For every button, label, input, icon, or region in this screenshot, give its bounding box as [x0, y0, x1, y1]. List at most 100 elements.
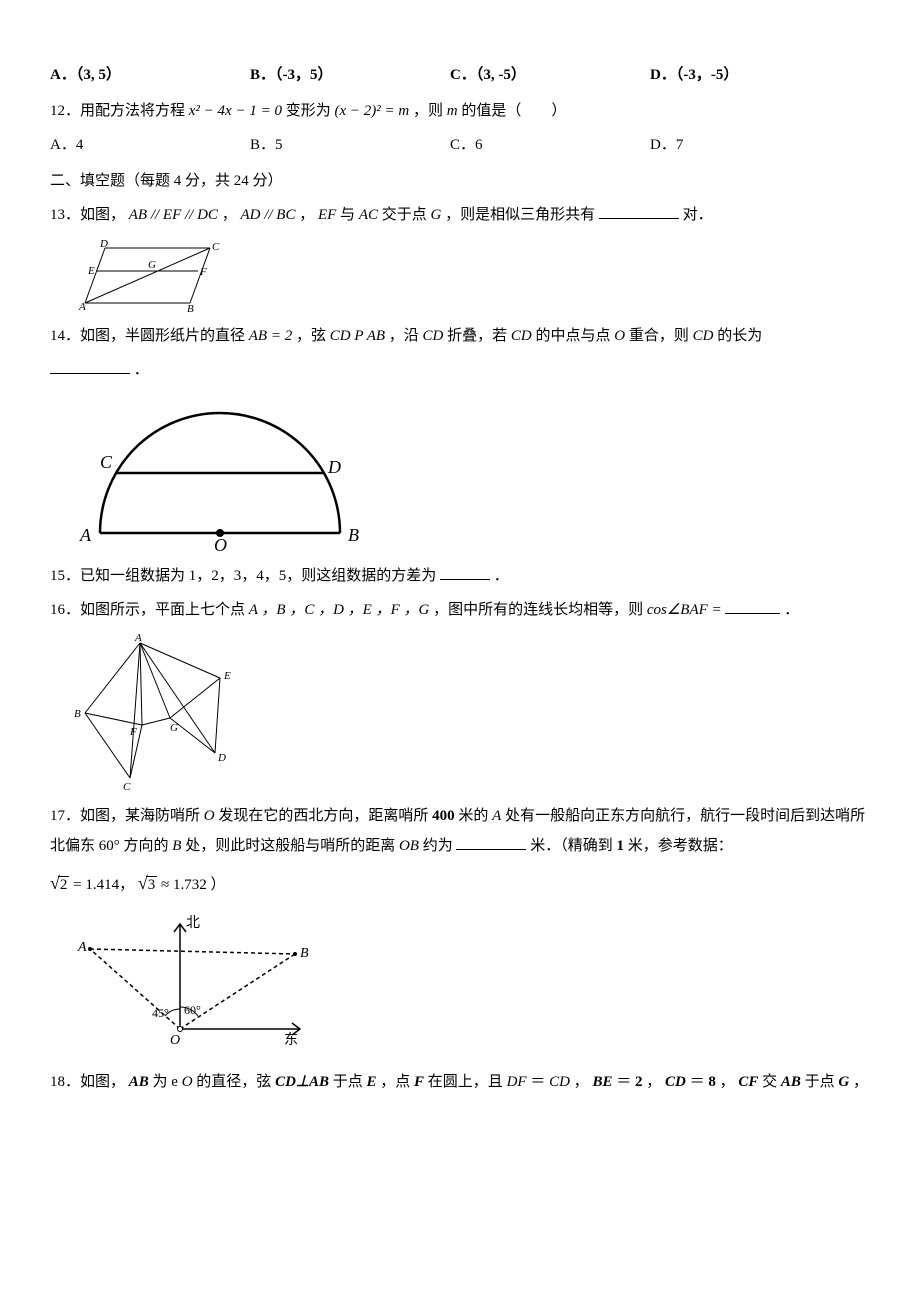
svg-text:A: A — [77, 940, 87, 955]
svg-text:B: B — [74, 708, 81, 720]
svg-text:东: 东 — [284, 1032, 298, 1048]
q16-punct: ． — [784, 602, 799, 618]
q12-opt-d-label: D．7 — [650, 137, 683, 153]
q17-sq2r: = 1.414， — [73, 877, 134, 893]
q15-text: 15．已知一组数据为 1，2，3，4，5，则这组数据的方差为 ． — [50, 561, 870, 591]
q13-mid: 与 — [340, 207, 359, 223]
q13-pre: 13．如图， — [50, 207, 125, 223]
q17-a: A — [492, 808, 501, 824]
svg-text:G: G — [148, 259, 156, 271]
svg-text:A: A — [78, 301, 86, 313]
q17-m2: 米的 — [458, 808, 492, 824]
q17-b: B — [172, 838, 181, 854]
q16-blank — [725, 597, 780, 615]
q13-seg4: AC — [359, 207, 378, 223]
svg-text:C: C — [212, 241, 220, 253]
q14-cd3: CD — [693, 328, 714, 344]
q13-figure: A B C D E F G — [70, 238, 870, 313]
q18-eq: ＝ — [530, 1074, 549, 1090]
q14-m5: 重合，则 — [629, 328, 693, 344]
q18-arcD: CD — [549, 1074, 570, 1090]
q18-e: E — [367, 1074, 377, 1090]
svg-text:B: B — [300, 946, 309, 961]
q18-cf: CF — [738, 1074, 758, 1090]
q14-text: 14．如图，半圆形纸片的直径 AB = 2 ，弦 CD P AB ，沿 CD 折… — [50, 321, 870, 351]
semicircle-icon: A B C D O — [70, 393, 370, 553]
parallelogram-icon: A B C D E F G — [70, 238, 220, 313]
q16-figure: A B C D E F G — [70, 633, 870, 793]
q17-o: O — [204, 808, 215, 824]
compass-icon: A B O 北 东 45° 60° — [70, 909, 330, 1059]
q12-eqn1: x² − 4x − 1 = 0 — [189, 103, 286, 119]
q12-opt-a-label: A．4 — [50, 137, 83, 153]
q18-v8: 8 — [708, 1074, 716, 1090]
q18-m1: 为 e — [153, 1074, 182, 1090]
q17-pre: 17．如图，某海防哨所 — [50, 808, 204, 824]
svg-text:F: F — [199, 266, 207, 278]
svg-text:D: D — [99, 238, 108, 250]
q13-c2: ， — [299, 207, 314, 223]
svg-text:O: O — [170, 1033, 180, 1048]
q18-text: 18．如图， AB 为 e O 的直径，弦 CD⊥AB 于点 E ，点 F 在圆… — [50, 1067, 870, 1097]
q14-ab2: AB — [367, 328, 385, 344]
q12-var: m — [447, 103, 458, 119]
q17-figure: A B O 北 东 45° 60° — [70, 909, 870, 1059]
q18-m6: ， — [574, 1074, 589, 1090]
q12-textb: ，则 — [413, 103, 443, 119]
seven-point-icon: A B C D E F G — [70, 633, 260, 793]
q18-ab2: AB — [781, 1074, 801, 1090]
q12-opt-b: B．5 — [250, 130, 450, 160]
q13-unit: 对． — [683, 207, 713, 223]
q14-par: P — [354, 328, 366, 344]
q17-dist: 400 — [432, 808, 455, 824]
svg-text:D: D — [327, 457, 341, 477]
q18-m2: 的直径，弦 — [196, 1074, 275, 1090]
q18-eq3: ＝ — [690, 1074, 705, 1090]
q13-seg1: AB // EF // DC — [129, 207, 218, 223]
q15-punct: ． — [494, 568, 509, 584]
q16-cos: cos∠BAF = — [647, 602, 726, 618]
q18-m8: 于点 — [805, 1074, 839, 1090]
sqrt2-icon: √2 — [50, 865, 69, 901]
q18-m7: 交 — [762, 1074, 781, 1090]
section2-label: 二、填空题（每题 4 分，共 24 分） — [50, 173, 283, 189]
svg-text:A: A — [134, 633, 142, 644]
q18-cd2: CD — [665, 1074, 686, 1090]
q18-tail: ， — [853, 1074, 868, 1090]
svg-text:O: O — [214, 535, 227, 553]
q17-m7: 米，参考数据： — [628, 838, 733, 854]
svg-text:45°: 45° — [152, 1006, 169, 1020]
q17-text: 17．如图，某海防哨所 O 发现在它的西北方向，距离哨所 400 米的 A 处有… — [50, 801, 870, 861]
q18-m5: 在圆上，且 — [428, 1074, 507, 1090]
q15-blank — [440, 563, 490, 581]
q13-c1: ， — [222, 207, 237, 223]
q13-tail: ，则是相似三角形共有 — [445, 207, 595, 223]
q13-mid2: 交于点 — [382, 207, 431, 223]
q17-sq3r: ≈ 1.732 ） — [161, 877, 225, 893]
q12-eqn2: (x − 2)² = m — [334, 103, 409, 119]
opt-a-label: A．（3, 5） — [50, 67, 121, 83]
opt-a: A．（3, 5） — [50, 60, 250, 90]
svg-text:D: D — [217, 752, 226, 764]
opt-b: B．（-3，5） — [250, 60, 450, 90]
svg-text:C: C — [123, 781, 131, 793]
opt-c-label: C．（3, -5） — [450, 67, 526, 83]
q18-v2: 2 — [635, 1074, 643, 1090]
opt-c: C．（3, -5） — [450, 60, 650, 90]
q16-text: 16．如图所示，平面上七个点 A ，B ，C ，D ，E ，F ，G ，图中所有… — [50, 595, 870, 625]
q18-g: G — [838, 1074, 849, 1090]
q18-be: BE — [592, 1074, 612, 1090]
q12-opt-d: D．7 — [650, 130, 850, 160]
q16-pts: A ，B ，C ，D ，E ，F ，G — [249, 602, 430, 618]
q12-textc: 的值是（ ） — [461, 103, 566, 119]
q14-o: O — [614, 328, 625, 344]
svg-text:E: E — [223, 670, 231, 682]
q12-pre: 12．用配方法将方程 — [50, 103, 185, 119]
q18-c: ， — [646, 1074, 661, 1090]
svg-text:F: F — [129, 726, 137, 738]
q13-text: 13．如图， AB // EF // DC ， AD // BC ， EF 与 … — [50, 200, 870, 230]
svg-text:60°: 60° — [184, 1003, 201, 1017]
q17-m4: 方向的 — [124, 838, 173, 854]
q14-m1: ，弦 — [296, 328, 330, 344]
q12-opt-c-label: C．6 — [450, 137, 483, 153]
